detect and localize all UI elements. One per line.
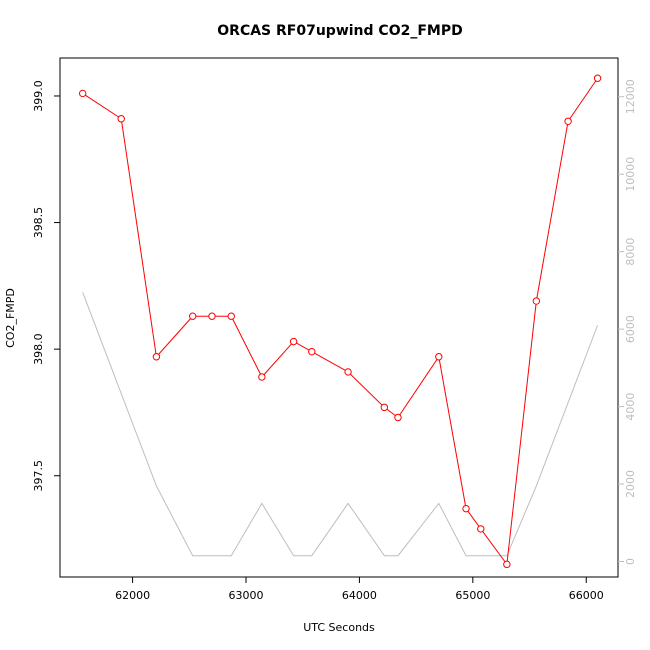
data-point xyxy=(435,353,443,361)
x-tick-label: 64000 xyxy=(342,589,377,602)
series-line-segment xyxy=(314,352,346,371)
y-axis-label: CO2_FMPD xyxy=(4,288,17,348)
data-point xyxy=(188,312,197,320)
x-tick-label: 63000 xyxy=(229,589,264,602)
series-line-segment xyxy=(296,342,310,351)
data-point xyxy=(564,117,572,125)
series-line-segment xyxy=(482,531,506,563)
y-tick-label: 398.0 xyxy=(32,333,45,365)
data-point xyxy=(462,504,470,513)
data-point xyxy=(380,403,389,412)
y2-tick-label: 12000 xyxy=(624,79,637,114)
series-line-segment xyxy=(399,359,438,416)
data-point xyxy=(289,337,298,346)
x-axis: 62000 63000 64000 65000 66000 xyxy=(115,577,604,602)
series-line-segment xyxy=(85,94,119,118)
y-tick-label: 398.5 xyxy=(32,207,45,239)
series-line-segment xyxy=(569,80,597,119)
data-point xyxy=(117,115,125,123)
series-layer xyxy=(78,74,602,569)
y-tick-label: 399.0 xyxy=(32,80,45,112)
series-line-segment xyxy=(158,318,191,355)
data-point xyxy=(78,89,87,98)
series-line-segment xyxy=(536,124,569,298)
series-line-segment xyxy=(232,318,261,375)
x-tick-label: 65000 xyxy=(455,589,490,602)
y-tick-label: 397.5 xyxy=(32,460,45,492)
x-axis-label: UTC Seconds xyxy=(303,621,375,634)
data-point xyxy=(394,413,402,422)
data-point xyxy=(532,297,541,305)
y2-tick-label: 2000 xyxy=(624,470,637,498)
series-line-segment xyxy=(438,359,466,506)
chart-title: ORCAS RF07upwind CO2_FMPD xyxy=(217,23,462,39)
series-line-segment xyxy=(121,121,157,354)
x-tick-label: 62000 xyxy=(115,589,150,602)
data-point xyxy=(503,560,511,569)
series-line-segment xyxy=(386,408,396,416)
data-point xyxy=(593,74,602,82)
y2-tick-label: 4000 xyxy=(624,393,637,421)
y2-tick-label: 0 xyxy=(624,558,637,565)
series-line-segment xyxy=(263,343,292,375)
series-line-segment xyxy=(506,304,537,562)
y-axis-right: 0 2000 4000 6000 8000 10000 12000 xyxy=(618,79,637,565)
data-point xyxy=(258,373,266,381)
y-axis-left: 397.5 398.0 398.5 399.0 xyxy=(32,80,60,491)
data-point xyxy=(227,312,235,320)
series-line-segment xyxy=(467,510,480,527)
data-point xyxy=(477,525,485,533)
y2-tick-label: 10000 xyxy=(624,157,637,192)
y2-tick-label: 6000 xyxy=(624,315,637,343)
plot-frame xyxy=(59,57,619,578)
y2-tick-label: 8000 xyxy=(624,238,637,266)
data-point xyxy=(344,368,352,376)
x-tick-label: 66000 xyxy=(569,589,604,602)
data-point xyxy=(208,312,216,320)
data-point xyxy=(308,347,316,356)
altitude-line xyxy=(82,292,599,557)
series-line-segment xyxy=(350,373,383,406)
data-point xyxy=(152,353,161,361)
